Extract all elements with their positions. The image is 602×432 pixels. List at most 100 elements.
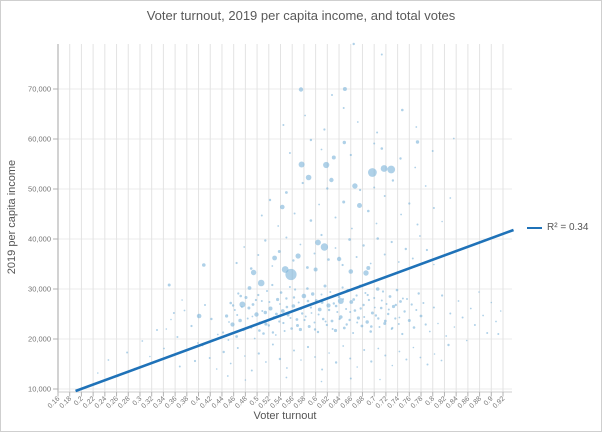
data-point (323, 284, 327, 288)
data-point (289, 317, 292, 319)
x-tick-label: 0.32 (141, 395, 156, 410)
data-point (320, 233, 323, 237)
data-point (210, 317, 213, 321)
data-point (388, 295, 392, 298)
x-tick-label: 0.78 (410, 395, 425, 410)
trendline-legend-label: R² = 0.34 (547, 222, 589, 233)
data-point (364, 292, 367, 294)
y-tick-label: 30,000 (28, 285, 51, 294)
data-point (365, 320, 369, 324)
data-point (274, 334, 277, 336)
data-point (397, 323, 400, 325)
x-axis-title: Voter turnout (253, 410, 317, 422)
data-point (334, 247, 337, 249)
data-point (327, 308, 331, 312)
data-point (391, 304, 396, 309)
data-point (352, 42, 355, 46)
data-point (395, 288, 399, 292)
y-axis-title: 2019 per capita income (6, 159, 18, 275)
y-tick-label: 20,000 (28, 335, 51, 344)
x-tick-label: 0.16 (47, 395, 62, 410)
x-tick-label: 0.62 (316, 395, 331, 410)
data-point (331, 155, 336, 160)
data-point (368, 168, 377, 177)
data-point (399, 157, 402, 160)
x-tick-label: 0.6 (307, 395, 319, 407)
data-point (193, 359, 197, 363)
trendline-legend: R² = 0.34 (527, 222, 588, 233)
x-tick-label: 0.9 (483, 395, 495, 407)
data-point (238, 318, 242, 323)
data-point (383, 195, 386, 197)
x-tick-label: 0.5 (249, 395, 261, 407)
data-point (268, 301, 271, 303)
data-point (377, 347, 380, 350)
data-point (367, 298, 370, 302)
data-point (349, 377, 352, 380)
data-point (249, 267, 253, 270)
data-point (376, 131, 379, 134)
data-point (261, 310, 264, 312)
data-point (469, 307, 472, 310)
data-point (385, 303, 388, 305)
chart-title: Voter turnout, 2019 per capita income, a… (146, 8, 456, 23)
data-point (305, 174, 312, 181)
data-point (170, 318, 172, 321)
data-point (379, 306, 383, 310)
y-tick-label: 50,000 (28, 185, 51, 194)
data-point (222, 331, 225, 334)
data-point (352, 183, 358, 189)
data-point (353, 309, 357, 312)
x-tick-label: 0.18 (59, 395, 74, 410)
data-point (271, 265, 274, 267)
data-point (257, 352, 260, 355)
x-tick-label: 0.7 (366, 395, 378, 407)
data-point (397, 261, 400, 263)
data-point (254, 298, 257, 302)
data-point (412, 326, 416, 329)
data-point (244, 355, 246, 357)
data-point (281, 266, 289, 273)
data-point (404, 247, 407, 251)
data-point (264, 322, 268, 326)
data-point (370, 325, 373, 328)
x-tick-label: 0.92 (492, 395, 507, 410)
data-point (457, 300, 460, 302)
data-point (486, 332, 489, 334)
data-point (482, 314, 484, 317)
data-point (202, 263, 206, 267)
x-tick-label: 0.26 (105, 395, 120, 410)
data-point (285, 268, 297, 281)
y-tick-label: 10,000 (28, 385, 51, 394)
y-tick-label: 40,000 (28, 235, 51, 244)
data-point (324, 320, 327, 323)
data-point (342, 298, 345, 300)
data-point (257, 254, 260, 256)
data-point (369, 262, 372, 265)
data-point (408, 202, 411, 205)
data-point (414, 166, 417, 169)
data-point (345, 323, 348, 326)
data-point (359, 307, 362, 310)
x-tick-label: 0.66 (340, 395, 355, 410)
data-point (452, 137, 455, 140)
data-point (349, 311, 352, 313)
data-point (336, 256, 342, 262)
data-point (342, 200, 346, 204)
data-point (317, 307, 322, 312)
x-tick-label: 0.86 (457, 395, 472, 410)
data-point (398, 316, 401, 319)
data-point (237, 292, 240, 295)
data-point (342, 345, 345, 347)
x-tick-label: 0.76 (398, 395, 413, 410)
data-point (387, 308, 390, 311)
data-point (257, 293, 260, 297)
data-point (356, 321, 359, 324)
data-point (301, 312, 304, 315)
data-point (348, 238, 351, 241)
data-point (97, 372, 99, 374)
data-point (251, 315, 254, 318)
data-point (437, 322, 439, 325)
data-point (310, 312, 313, 314)
